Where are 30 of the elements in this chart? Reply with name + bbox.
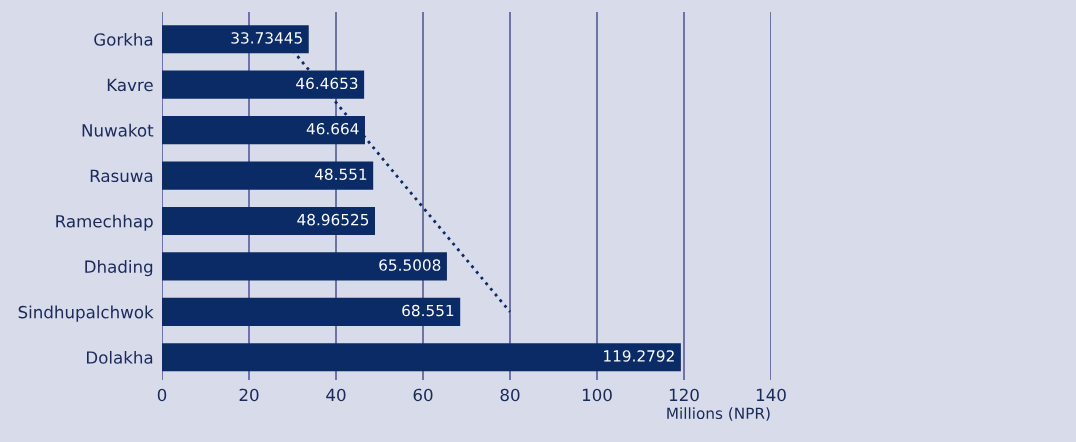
data-label: 119.2792 — [604, 350, 674, 362]
bar — [162, 206, 375, 236]
data-label: 48.551 — [314, 168, 367, 180]
y-tick-label: Rasuwa — [90, 169, 153, 183]
y-tick-label: Kavre — [107, 78, 153, 92]
x-tick-label: 60 — [413, 388, 433, 402]
y-tick-label: Ramechhap — [56, 214, 153, 231]
bar — [162, 161, 374, 190]
x-tick-label: 140 — [756, 388, 786, 402]
y-tick-label: Sindhupalchwok — [18, 305, 154, 322]
bar — [162, 343, 681, 372]
data-label: 68.551 — [402, 304, 454, 317]
x-tick-label: 80 — [500, 388, 520, 402]
y-tick-label: Dolakha — [87, 350, 153, 364]
data-label: 33.73445 — [231, 32, 302, 44]
data-label: 48.96525 — [297, 213, 369, 226]
y-tick-label: Gorkha — [94, 32, 153, 46]
x-tick-label: 20 — [239, 388, 259, 402]
x-tick-label: 0 — [157, 388, 167, 402]
x-tick-label: 40 — [326, 388, 346, 402]
x-axis-title: Millions (NPR) — [667, 407, 770, 421]
bar — [162, 252, 447, 281]
y-tick-label: Dhading — [85, 260, 153, 277]
bar — [162, 297, 461, 326]
data-label: 65.5008 — [379, 259, 441, 271]
x-tick-label: 100 — [582, 388, 612, 402]
y-tick-label: Nuwakot — [82, 123, 154, 137]
data-label: 46.664 — [306, 123, 359, 135]
data-label: 46.4653 — [296, 77, 358, 90]
x-tick-label: 120 — [669, 388, 699, 402]
